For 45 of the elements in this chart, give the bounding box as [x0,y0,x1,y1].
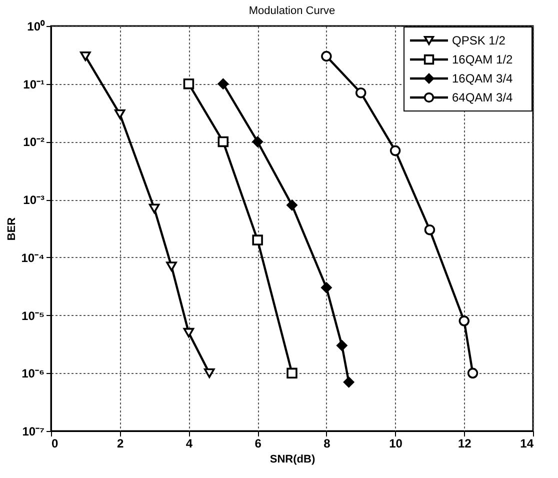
y-axis-title: BER [6,217,18,241]
point [286,200,298,211]
point [148,204,160,214]
y-tick-label: 10⁻¹ [23,77,45,92]
point [336,340,348,351]
point [166,262,177,272]
point [355,87,366,98]
point [424,224,436,236]
y-tick-label: 10⁻² [23,135,45,150]
y-tick-label: 10⁻⁴ [21,250,45,265]
legend-label: QPSK 1/2 [452,34,506,48]
y-tick-label: 10⁻⁷ [22,424,45,438]
x-tick-label: 8 [324,436,331,450]
point [343,376,354,388]
y-tick-label: 10⁻⁶ [22,366,44,381]
x-tick-label: 6 [254,436,262,450]
legend-label: 64QAM 3/4 [452,90,514,104]
point [204,368,215,378]
x-tick-label: 14 [520,436,534,450]
point [218,136,229,148]
point [458,316,470,326]
point [252,234,263,246]
point [390,145,401,156]
legend-label: 16QAM 3/4 [452,72,514,86]
y-tick-label: 10⁻⁵ [22,308,44,323]
x-tick-label: 4 [186,436,193,450]
point [286,368,298,379]
x-tick-label: 0 [52,436,58,450]
point [80,51,91,62]
point [218,78,229,90]
x-tick-label: 2 [117,436,124,450]
y-tick-label: 10⁰ [27,20,46,34]
x-tick-label: 12 [458,436,472,450]
legend-label: 16QAM 1/2 [452,52,514,66]
point [321,282,332,294]
point [183,78,194,90]
point [467,368,478,379]
point [321,50,332,62]
point [114,109,126,119]
point [252,136,263,148]
y-tick-label: 10⁻³ [23,193,45,208]
chart-title: Modulation Curve [248,5,336,17]
x-axis-title: SNR(dB) [270,454,316,466]
x-tick-label: 10 [389,436,403,450]
point [183,328,194,338]
